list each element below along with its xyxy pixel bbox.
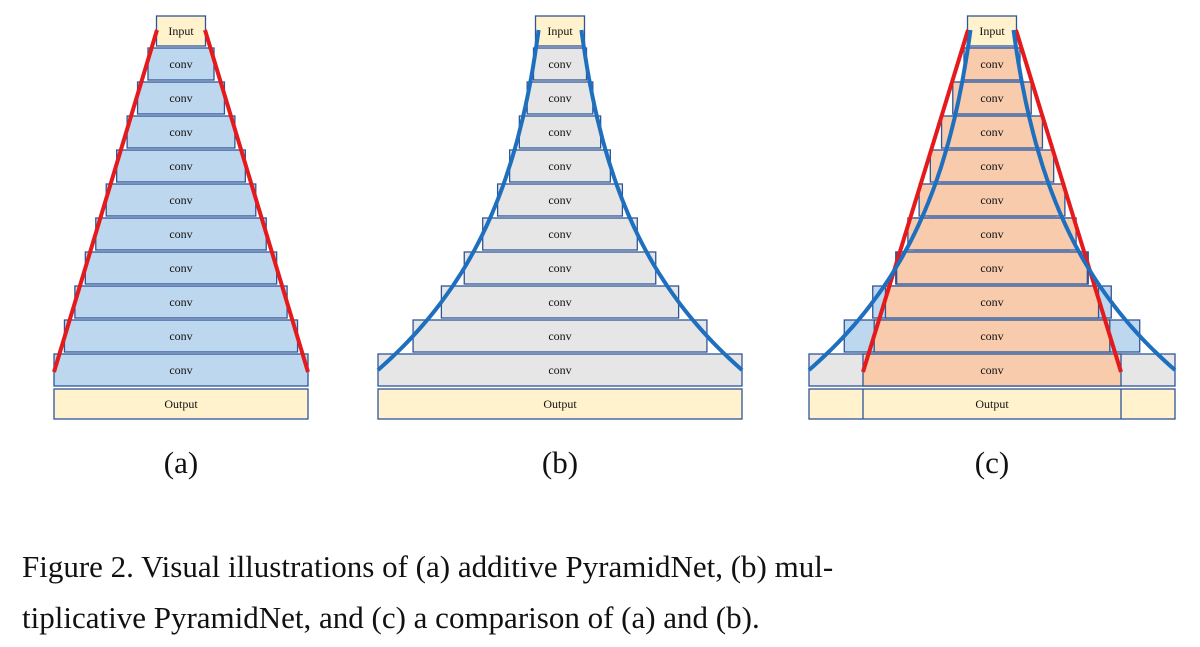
box-label: Input (547, 24, 573, 38)
box-label: conv (548, 159, 571, 173)
output-box (53, 388, 309, 420)
box-label: conv (169, 159, 192, 173)
trend-line (52, 29, 159, 373)
trend-line (1014, 29, 1123, 373)
caption-line: tiplicative PyramidNet, and (c) a compar… (22, 600, 760, 635)
conv-box-add (896, 251, 1088, 285)
box-label: conv (169, 227, 192, 241)
box-label: conv (169, 329, 192, 343)
box-label: conv (169, 57, 192, 71)
box-label: conv (548, 329, 571, 343)
caption-line: Figure 2. Visual illustrations of (a) ad… (22, 549, 833, 584)
box-label: (a) (164, 445, 198, 480)
box-label: conv (548, 57, 571, 71)
trend-curve (1011, 29, 1177, 372)
conv-box-add (952, 81, 1032, 115)
input-box (966, 15, 1018, 47)
box-label: Output (543, 397, 577, 411)
box-label: conv (169, 91, 192, 105)
conv-box-add (918, 183, 1066, 217)
box-label: conv (980, 91, 1003, 105)
trend-curve (807, 29, 973, 372)
box-label: conv (980, 261, 1003, 275)
box-label: conv (548, 193, 571, 207)
conv-box (518, 115, 602, 149)
box-label: conv (980, 193, 1003, 207)
conv-box (53, 353, 309, 387)
box-label: conv (169, 125, 192, 139)
box-label: conv (169, 363, 192, 377)
box-label: conv (548, 125, 571, 139)
box-label: conv (980, 363, 1003, 377)
box-label: conv (980, 329, 1003, 343)
conv-box (136, 81, 226, 115)
trend-line (861, 29, 970, 373)
box-label: (c) (975, 445, 1009, 480)
box-label: Input (979, 24, 1005, 38)
conv-box-add (929, 149, 1055, 183)
box-label: conv (548, 227, 571, 241)
trend-curve (376, 29, 541, 372)
diagrams: conv conv conv conv conv conv conv conv conv conv… (52, 15, 1177, 480)
box-label: Output (164, 397, 198, 411)
box-label: conv (548, 363, 571, 377)
box-label: Output (975, 397, 1009, 411)
conv-box-add (862, 353, 1122, 387)
box-label: conv (169, 261, 192, 275)
conv-box-add (907, 217, 1077, 251)
box-label: conv (169, 193, 192, 207)
conv-box-add (940, 115, 1044, 149)
output-box (808, 388, 1176, 420)
box-label: conv (548, 91, 571, 105)
trend-curve (579, 29, 744, 372)
box-label: conv (980, 125, 1003, 139)
input-box (534, 15, 586, 47)
box-label: conv (548, 261, 571, 275)
conv-box-add (884, 285, 1100, 319)
box-label: (b) (542, 445, 578, 480)
trend-line (203, 29, 310, 373)
conv-box (105, 183, 257, 217)
conv-box (126, 115, 236, 149)
conv-box (377, 353, 743, 387)
box-label: conv (980, 159, 1003, 173)
conv-box (526, 81, 594, 115)
box-label: conv (980, 57, 1003, 71)
conv-box (84, 251, 278, 285)
box-label: conv (980, 227, 1003, 241)
conv-box-add (873, 319, 1111, 353)
box-label: conv (169, 295, 192, 309)
box-label: conv (980, 295, 1003, 309)
box-label: conv (548, 295, 571, 309)
output-box (377, 388, 743, 420)
box-label: Input (168, 24, 194, 38)
